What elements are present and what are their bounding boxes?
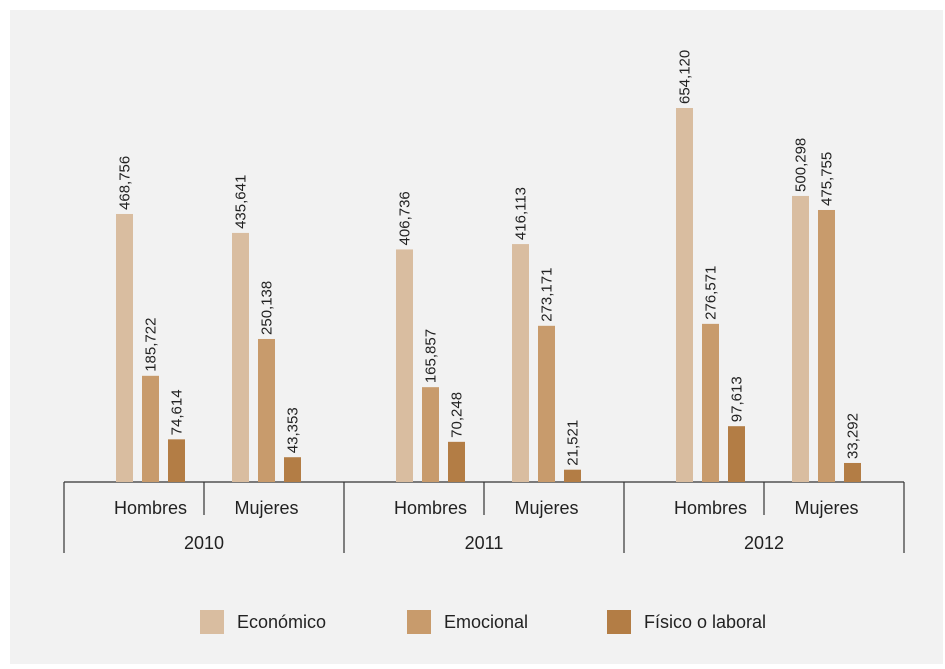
legend-swatch bbox=[607, 610, 631, 634]
data-label: 74,614 bbox=[169, 389, 186, 435]
chart-panel: 2010 468,756 185,722 74,614 Hombres 435,641 25… bbox=[10, 10, 943, 664]
data-label: 475,755 bbox=[819, 152, 836, 206]
legend-label: Económico bbox=[237, 612, 326, 632]
data-label: 468,756 bbox=[117, 156, 134, 210]
data-label: 21,521 bbox=[565, 420, 582, 466]
bar-emocional bbox=[818, 210, 835, 482]
bar-emocional bbox=[258, 339, 275, 482]
bar-económico bbox=[792, 196, 809, 482]
bar-físico-o-laboral bbox=[284, 457, 301, 482]
data-label: 70,248 bbox=[449, 392, 466, 438]
legend-swatch bbox=[200, 610, 224, 634]
data-label: 416,113 bbox=[513, 187, 530, 240]
data-label: 273,171 bbox=[539, 268, 556, 322]
bar-físico-o-laboral bbox=[448, 442, 465, 482]
legend-swatch bbox=[407, 610, 431, 634]
legend-label: Emocional bbox=[444, 612, 528, 632]
data-label: 33,292 bbox=[845, 413, 862, 459]
data-label: 435,641 bbox=[233, 175, 250, 229]
category-label: Mujeres bbox=[514, 498, 578, 518]
category-label: Mujeres bbox=[794, 498, 858, 518]
bar-económico bbox=[396, 249, 413, 482]
category-label: Hombres bbox=[674, 498, 747, 518]
year-label: 2010 bbox=[184, 533, 224, 553]
data-label: 500,298 bbox=[793, 138, 810, 192]
year-label: 2011 bbox=[465, 533, 504, 553]
chart-svg: 2010 468,756 185,722 74,614 Hombres 435,641 25… bbox=[10, 10, 943, 664]
bar-económico bbox=[512, 244, 529, 482]
bar-físico-o-laboral bbox=[728, 426, 745, 482]
category-label: Hombres bbox=[394, 498, 467, 518]
bar-económico bbox=[676, 108, 693, 482]
bar-emocional bbox=[702, 324, 719, 482]
bar-físico-o-laboral bbox=[564, 470, 581, 482]
bar-económico bbox=[116, 214, 133, 482]
year-label: 2012 bbox=[744, 533, 784, 553]
bar-económico bbox=[232, 233, 249, 482]
data-label: 43,353 bbox=[285, 407, 302, 453]
bar-emocional bbox=[538, 326, 555, 482]
data-label: 654,120 bbox=[677, 50, 694, 104]
data-label: 185,722 bbox=[143, 318, 160, 372]
data-label: 250,138 bbox=[259, 281, 276, 335]
bar-emocional bbox=[142, 376, 159, 482]
category-label: Hombres bbox=[114, 498, 187, 518]
data-label: 97,613 bbox=[729, 376, 746, 422]
category-label: Mujeres bbox=[234, 498, 298, 518]
bar-emocional bbox=[422, 387, 439, 482]
data-label: 406,736 bbox=[397, 191, 414, 245]
bar-físico-o-laboral bbox=[844, 463, 861, 482]
bar-físico-o-laboral bbox=[168, 439, 185, 482]
data-label: 276,571 bbox=[703, 266, 720, 320]
data-label: 165,857 bbox=[423, 329, 440, 383]
legend-label: Físico o laboral bbox=[644, 612, 766, 632]
